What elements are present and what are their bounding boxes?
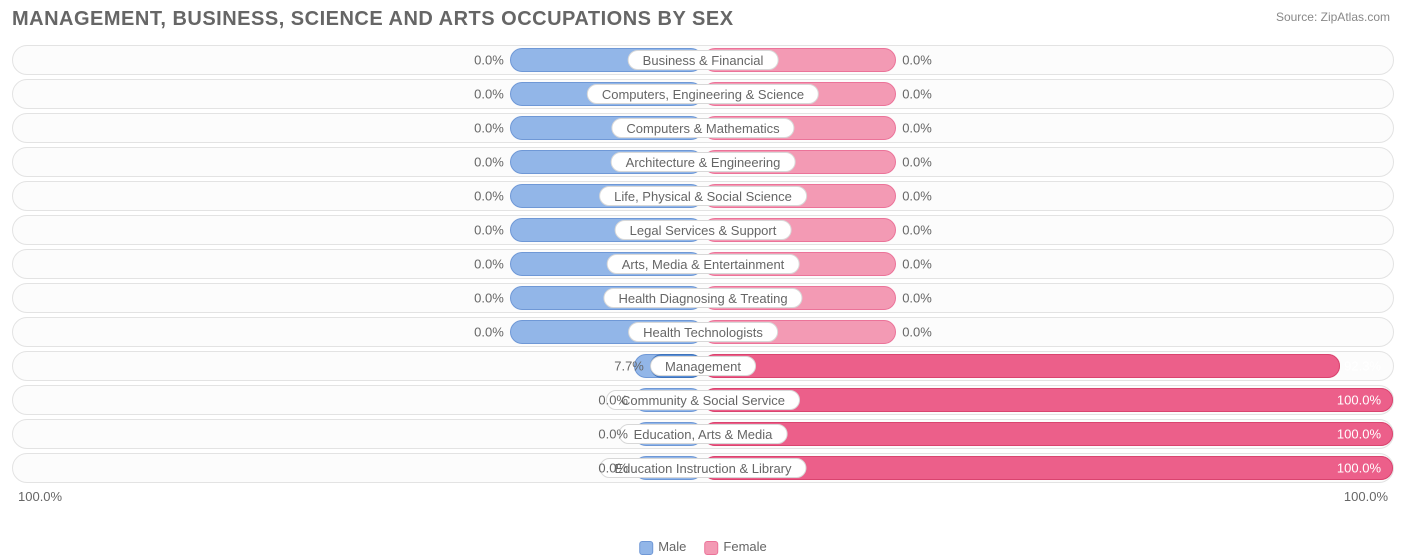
category-label: Management xyxy=(650,356,756,376)
male-value-label: 0.0% xyxy=(598,461,628,476)
legend-male-label: Male xyxy=(658,539,686,554)
female-bar xyxy=(703,456,1393,480)
chart-row: Business & Financial 0.0% 0.0% xyxy=(12,45,1394,75)
female-value-label: 0.0% xyxy=(902,121,932,136)
male-value-label: 0.0% xyxy=(598,427,628,442)
female-bar xyxy=(703,422,1393,446)
category-label: Community & Social Service xyxy=(606,390,800,410)
female-value-label: 0.0% xyxy=(902,325,932,340)
female-value-label: 0.0% xyxy=(902,53,932,68)
female-value-label: 0.0% xyxy=(902,189,932,204)
female-value-label: 100.0% xyxy=(1337,393,1381,408)
female-value-label: 0.0% xyxy=(902,223,932,238)
category-label: Health Diagnosing & Treating xyxy=(603,288,802,308)
female-value-label: 100.0% xyxy=(1337,427,1381,442)
male-value-label: 0.0% xyxy=(474,87,504,102)
male-swatch-icon xyxy=(639,541,653,555)
female-value-label: 0.0% xyxy=(902,87,932,102)
axis-labels: 100.0% 100.0% xyxy=(12,489,1394,504)
category-label: Education, Arts & Media xyxy=(619,424,788,444)
legend: Male Female xyxy=(639,539,767,555)
chart-row: Life, Physical & Social Science 0.0% 0.0% xyxy=(12,181,1394,211)
female-value-label: 0.0% xyxy=(902,291,932,306)
category-label: Education Instruction & Library xyxy=(599,458,806,478)
female-bar xyxy=(703,354,1340,378)
chart-row: Architecture & Engineering 0.0% 0.0% xyxy=(12,147,1394,177)
legend-male: Male xyxy=(639,539,686,555)
female-value-label: 100.0% xyxy=(1337,461,1381,476)
female-value-label: 0.0% xyxy=(902,257,932,272)
category-label: Legal Services & Support xyxy=(615,220,792,240)
male-value-label: 7.7% xyxy=(614,359,644,374)
chart-row: Education Instruction & Library0.0% 100.0… xyxy=(12,453,1394,483)
chart-title: MANAGEMENT, BUSINESS, SCIENCE AND ARTS O… xyxy=(12,8,1394,31)
male-value-label: 0.0% xyxy=(474,53,504,68)
category-label: Computers, Engineering & Science xyxy=(587,84,819,104)
female-swatch-icon xyxy=(704,541,718,555)
chart-rows: Business & Financial0.0%0.0%Computers, E… xyxy=(12,45,1394,483)
male-value-label: 0.0% xyxy=(474,325,504,340)
legend-female-label: Female xyxy=(723,539,766,554)
female-value-label: 0.0% xyxy=(902,155,932,170)
axis-left-label: 100.0% xyxy=(18,489,62,504)
occupations-by-sex-chart: MANAGEMENT, BUSINESS, SCIENCE AND ARTS O… xyxy=(0,0,1406,559)
category-label: Health Technologists xyxy=(628,322,778,342)
chart-row: Arts, Media & Entertainment 0.0% 0.0% xyxy=(12,249,1394,279)
chart-row: Community & Social Service0.0% 100.0% xyxy=(12,385,1394,415)
category-label: Business & Financial xyxy=(628,50,779,70)
source-name: ZipAtlas.com xyxy=(1321,10,1390,24)
category-label: Computers & Mathematics xyxy=(611,118,794,138)
male-value-label: 0.0% xyxy=(474,291,504,306)
category-label: Arts, Media & Entertainment xyxy=(607,254,800,274)
chart-row: Computers, Engineering & Science 0.0% 0.0% xyxy=(12,79,1394,109)
legend-female: Female xyxy=(704,539,766,555)
male-value-label: 0.0% xyxy=(474,121,504,136)
chart-row: Health Diagnosing & Treating 0.0% 0.0% xyxy=(12,283,1394,313)
chart-row: Computers & Mathematics 0.0% 0.0% xyxy=(12,113,1394,143)
male-value-label: 0.0% xyxy=(474,155,504,170)
female-bar xyxy=(703,388,1393,412)
chart-row: Education, Arts & Media0.0% 100.0% xyxy=(12,419,1394,449)
category-label: Life, Physical & Social Science xyxy=(599,186,807,206)
chart-row: Legal Services & Support 0.0% 0.0% xyxy=(12,215,1394,245)
category-label: Architecture & Engineering xyxy=(611,152,796,172)
source-attribution: Source: ZipAtlas.com xyxy=(1276,10,1390,24)
chart-row: Health Technologists 0.0% 0.0% xyxy=(12,317,1394,347)
chart-row: Management 7.7% 92.3% xyxy=(12,351,1394,381)
female-value-label: 92.3% xyxy=(1344,359,1381,374)
axis-right-label: 100.0% xyxy=(1344,489,1388,504)
male-value-label: 0.0% xyxy=(474,189,504,204)
male-value-label: 0.0% xyxy=(474,257,504,272)
male-value-label: 0.0% xyxy=(474,223,504,238)
male-value-label: 0.0% xyxy=(598,393,628,408)
source-prefix: Source: xyxy=(1276,10,1321,24)
